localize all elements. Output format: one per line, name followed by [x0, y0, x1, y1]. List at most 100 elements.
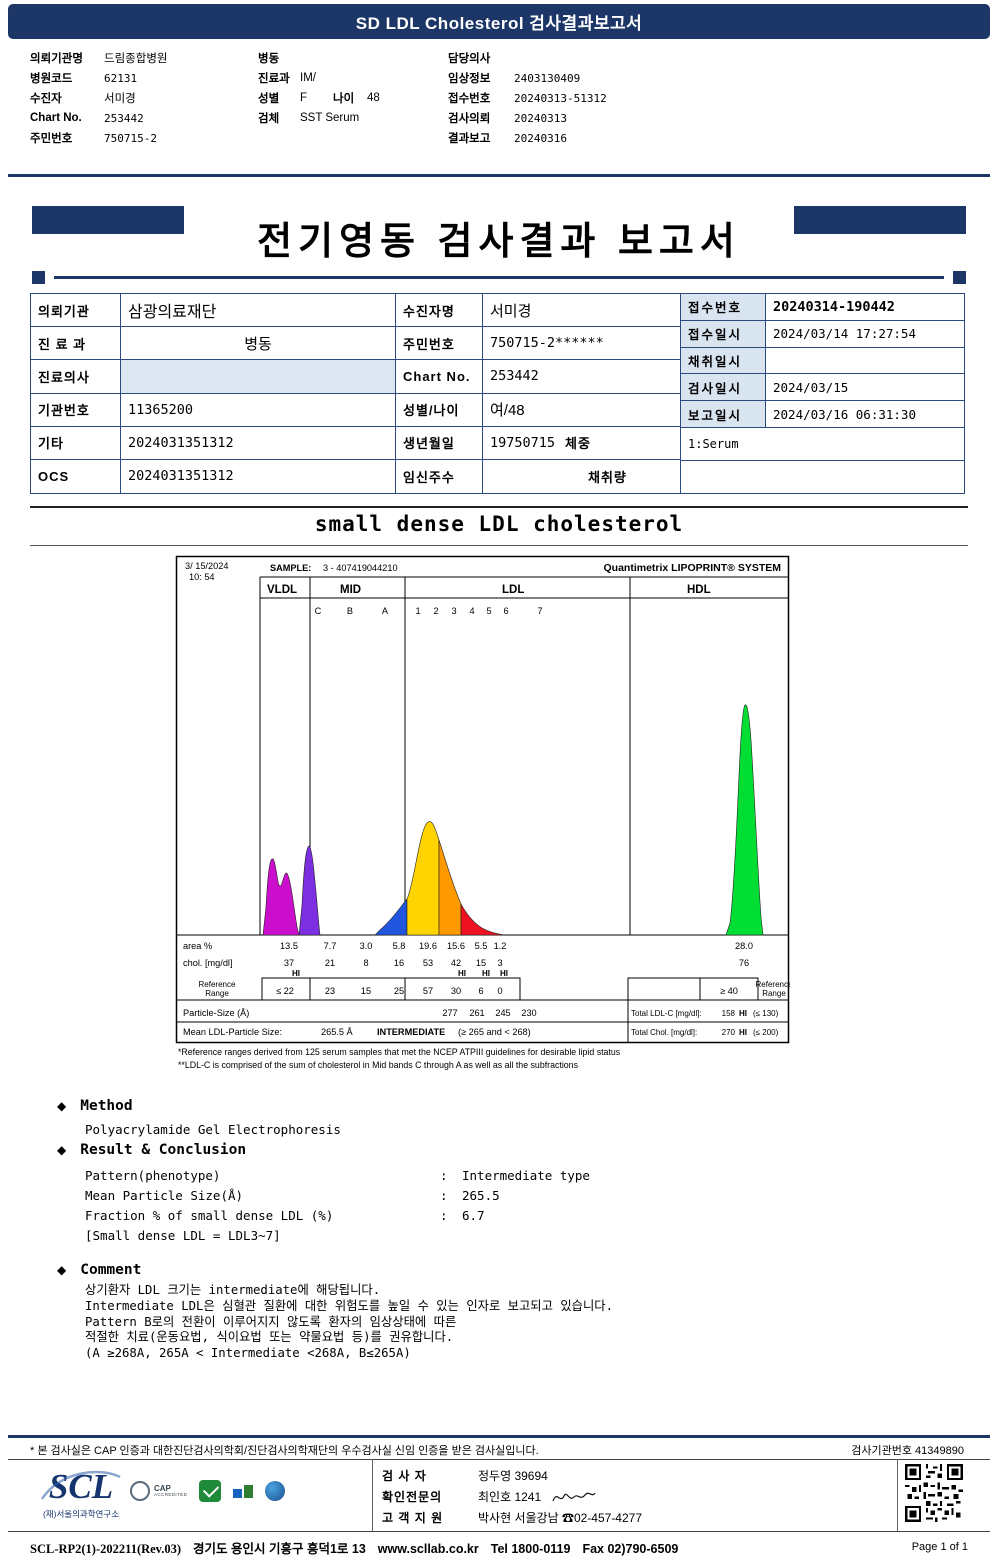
- chol-value: 76: [739, 958, 749, 968]
- cert-logo-green-icon: [199, 1480, 222, 1502]
- org-label: 의뢰기관명: [30, 53, 83, 65]
- lab-address: 경기도 용인시 기흥구 흥덕1로 13: [193, 1542, 366, 1556]
- clinical-value: 2403130409: [514, 71, 581, 85]
- physician-signature: [552, 1492, 596, 1501]
- tester-row: 검 사 자 정두영 39694: [382, 1465, 722, 1486]
- footer-vertical-rule-left: [372, 1459, 373, 1531]
- comment-text: 상기환자 LDL 크기는 intermediate에 해당됩니다. Interm…: [85, 1283, 613, 1362]
- comment-section-heading: ◆ Comment: [57, 1262, 141, 1278]
- mean-particle-row: Mean LDL-Particle Size: 265.5 Å INTERMED…: [183, 1027, 779, 1037]
- area-value: 7.7: [324, 941, 337, 951]
- cholesterol-row: chol. [mg/dl] 37 21 8 16 53 42 15 3 76 H…: [183, 958, 749, 978]
- order-date-value: 20240313: [514, 111, 567, 125]
- rt-value-cell: 삼광의료재단: [121, 294, 396, 328]
- column-header: VLDL: [267, 584, 297, 596]
- chart-no-value: 253442: [104, 111, 144, 125]
- banner-square-right: [953, 271, 966, 284]
- chart-no-label: Chart No.: [30, 112, 82, 124]
- sex-label: 성별: [258, 93, 280, 105]
- chol-value: 8: [363, 958, 368, 968]
- lab-website: www.scllab.co.kr: [377, 1542, 479, 1556]
- chol-value: 3: [497, 958, 502, 968]
- patient-name-value: 서미경: [104, 93, 136, 105]
- total-ldl-label: Total LDL-C [mg/dl]:: [631, 1009, 702, 1018]
- cert-logo-blue-icon: [265, 1481, 286, 1501]
- chol-value: 42: [451, 958, 461, 968]
- rt-label-cell: 기타: [31, 426, 121, 460]
- rt-label-cell: Chart No.: [396, 360, 483, 394]
- age-label: 나이: [333, 93, 355, 105]
- rt-label-cell: 의뢰기관: [31, 294, 121, 328]
- band-label: B: [347, 606, 353, 616]
- chol-value: 37: [284, 958, 294, 968]
- area-percent-row: area % 13.5 7.7 3.0 5.8 19.6 15.6 5.5 1.…: [183, 941, 753, 951]
- cap-logo: CAP ACCREDITED: [130, 1481, 187, 1501]
- chart-date: 3/ 15/2024: [185, 561, 228, 571]
- band-label: 6: [503, 606, 508, 616]
- lab-tel: Tel 1800-0119: [490, 1542, 571, 1556]
- section-rule-top: [30, 506, 968, 508]
- ward-label: 병동: [258, 53, 280, 65]
- band-label: 7: [537, 606, 542, 616]
- chart-sample-id: 3 - 407419044210: [323, 563, 398, 573]
- serum-note-cell: 1:Serum: [681, 428, 964, 461]
- report-header-bar: SD LDL Cholesterol 검사결과보고서: [8, 4, 990, 39]
- dept-value: IM/: [300, 72, 316, 84]
- result-item: Mean Particle Size(Å) : 265.5: [85, 1188, 500, 1204]
- comment-line: (A ≥268A, 265A < Intermediate <268A, B≤2…: [85, 1346, 411, 1361]
- rrn-value: 750715-2: [104, 131, 157, 145]
- band-label: 5: [486, 606, 491, 616]
- verifying-physician-row: 확인전문의 최인호 1241: [382, 1486, 722, 1507]
- method-text: Polyacrylamide Gel Electrophoresis: [85, 1122, 341, 1137]
- lipoprint-chart-block: 3/ 15/2024 10: 54 SAMPLE: 3 - 4074190442…: [175, 555, 797, 1071]
- ref-value: ≥ 40: [720, 986, 738, 996]
- support-value: 박사현 서울강남 ☎02-457-4277: [478, 1511, 643, 1525]
- hosp-code-value: 62131: [104, 71, 138, 85]
- row-label: Mean LDL-Particle Size:: [183, 1027, 282, 1037]
- report-info-table: 의뢰기관 삼광의료재단 수진자명 서미경 진 료 과 병동 주민번호 75071…: [30, 293, 965, 494]
- patient-info-col1: 의뢰기관명 드림종합병원 병원코드 62131 수진자 서미경 Chart No. 25…: [30, 48, 167, 148]
- staff-block: 검 사 자 정두영 39694 확인전문의 최인호 1241 고 객 지 원 박…: [382, 1465, 722, 1528]
- column-header: LDL: [502, 584, 524, 596]
- area-value: 1.2: [494, 941, 507, 951]
- chart-column-headers: VLDL MID LDL HDL: [267, 584, 711, 596]
- verifier-value: 최인호 1241: [478, 1490, 542, 1504]
- rt-label-cell: 생년월일: [396, 426, 483, 460]
- mean-particle-range: (≥ 265 and < 268): [458, 1027, 531, 1037]
- rt-value-cell: 11365200: [121, 393, 396, 427]
- lab-fax: Fax 02)790-6509: [582, 1542, 679, 1556]
- rt-value-cell: 750715-2******: [483, 327, 681, 361]
- age-value: 48: [367, 92, 380, 104]
- method-heading: Method: [80, 1098, 133, 1114]
- ldl3-peak: [460, 903, 506, 936]
- comment-heading: Comment: [80, 1262, 142, 1278]
- chart-system-brand: Quantimetrix LIPOPRINT® SYSTEM: [603, 562, 781, 574]
- report-table-right: 접수번호 20240314-190442 접수일시 2024/03/14 17:…: [681, 294, 964, 493]
- section-rule-bottom: [30, 545, 968, 546]
- sex-value: F: [300, 92, 308, 104]
- ref-value: 6: [478, 986, 483, 996]
- rt-value-cell: 253442: [483, 360, 681, 394]
- page-title: SD LDL Cholesterol 검사결과보고서: [355, 14, 643, 33]
- rrn-label: 주민번호: [30, 133, 73, 145]
- particle-size-value: 261: [469, 1008, 484, 1018]
- rt-label-cell: 접수번호: [681, 294, 766, 321]
- chol-value: 16: [394, 958, 404, 968]
- particle-size-value: 230: [521, 1008, 536, 1018]
- result-item: Pattern(phenotype) : Intermediate type: [85, 1168, 590, 1184]
- row-label: Range: [205, 989, 229, 998]
- report-table-left: 의뢰기관 삼광의료재단 수진자명 서미경 진 료 과 병동 주민번호 75071…: [31, 294, 681, 493]
- rt-empty-cell: [681, 461, 964, 493]
- total-chol-label: Total Chol. [mg/dl]:: [631, 1028, 697, 1037]
- report-date-value: 20240316: [514, 131, 567, 145]
- doctor-label: 담당의사: [448, 53, 491, 65]
- diamond-icon: ◆: [57, 1099, 67, 1113]
- rt-label-cell: 기관번호: [31, 393, 121, 427]
- ref-value: 23: [325, 986, 335, 996]
- total-ldl-value: 158: [722, 1009, 736, 1018]
- hosp-code-label: 병원코드: [30, 73, 73, 85]
- comment-line: Intermediate LDL은 심혈관 질환에 대한 위험도를 높일 수 있…: [85, 1298, 613, 1313]
- mid-peak: [298, 845, 321, 936]
- ref-value: 57: [423, 986, 433, 996]
